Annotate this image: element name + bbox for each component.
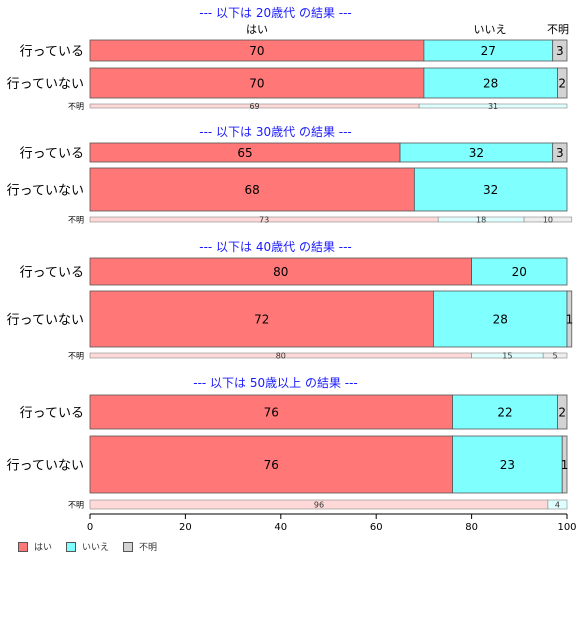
thin-bar-segment-no	[547, 499, 568, 510]
thin-bar-segment-unknown	[542, 352, 568, 359]
bar-segment-unknown	[552, 142, 568, 163]
bar-segment-yes	[89, 167, 415, 212]
bar-value-no: 20	[512, 265, 527, 279]
bar-value-yes: 76	[264, 458, 279, 472]
bar-segment-yes	[89, 394, 453, 430]
bar-value-yes: 68	[245, 183, 260, 197]
row-label-unknown: 不明	[68, 102, 84, 111]
thin-bar-segment-unknown	[523, 216, 573, 223]
bar-segment-yes	[89, 67, 425, 99]
bar-segment-no	[452, 394, 558, 430]
x-tick-label: 60	[370, 522, 383, 533]
row-label: 行っている	[20, 147, 84, 162]
column-header-unknown: 不明	[547, 23, 569, 36]
column-header-no: いいえ	[474, 23, 507, 36]
legend-swatch-unknown	[123, 541, 134, 552]
legend-item-no: いいえ	[66, 540, 109, 553]
bar-segment-no	[471, 257, 568, 286]
row-label: 行っていない	[7, 459, 84, 474]
x-tick-label: 0	[87, 522, 93, 533]
legend-item-unknown: 不明	[123, 540, 157, 553]
legend: はい いいえ 不明	[18, 540, 157, 553]
bar-segment-yes	[89, 435, 453, 494]
thin-bar-value-no: 18	[476, 216, 486, 225]
row-label-unknown: 不明	[68, 352, 84, 361]
thin-bar-value-yes: 80	[276, 352, 286, 361]
bar-value-no: 32	[483, 183, 498, 197]
row-label-unknown: 不明	[68, 501, 84, 510]
thin-bar-segment-no	[418, 103, 568, 109]
thin-bar-value-yes: 69	[249, 102, 259, 111]
bar-value-unknown: 2	[558, 77, 566, 91]
x-tick-label: 80	[465, 522, 478, 533]
group-title: --- 以下は 40歳代 の結果 ---	[199, 240, 352, 254]
bar-value-yes: 80	[273, 265, 288, 279]
x-tick-label: 20	[179, 522, 192, 533]
bar-segment-yes	[89, 290, 434, 348]
thin-bar-value-unknown: 5	[553, 352, 558, 361]
bar-value-yes: 76	[264, 406, 279, 420]
row-label: 行っていない	[7, 313, 84, 328]
group-title: --- 以下は 50歳以上 の結果 ---	[193, 376, 358, 390]
bar-value-unknown: 1	[566, 313, 574, 327]
thin-bar-value-no: 31	[488, 102, 498, 111]
thin-bar-value-yes: 96	[314, 501, 324, 510]
legend-label-yes: はい	[34, 543, 53, 553]
bar-segment-no	[413, 167, 568, 212]
bar-value-unknown: 3	[556, 44, 564, 58]
bar-value-yes: 70	[249, 44, 264, 58]
bar-segment-unknown	[557, 394, 568, 430]
thin-bar-value-yes: 73	[259, 216, 269, 225]
row-label: 行っていない	[7, 184, 84, 199]
column-header-yes: はい	[246, 23, 268, 36]
bar-value-unknown: 1	[561, 458, 569, 472]
x-tick-label: 40	[274, 522, 287, 533]
group-title: --- 以下は 30歳代 の結果 ---	[199, 125, 352, 139]
bar-segment-unknown	[552, 39, 568, 62]
bar-value-yes: 70	[249, 77, 264, 91]
bar-value-yes: 72	[254, 313, 269, 327]
bar-segment-yes	[89, 257, 473, 286]
bar-value-no: 32	[469, 146, 484, 160]
legend-item-yes: はい	[18, 540, 52, 553]
bar-segment-unknown	[566, 290, 573, 348]
bar-value-yes: 65	[237, 146, 252, 160]
legend-swatch-yes	[18, 541, 28, 552]
bar-value-unknown: 3	[556, 146, 564, 160]
legend-label-no: いいえ	[82, 543, 110, 553]
bar-segment-unknown	[557, 67, 568, 99]
thin-bar-value-no: 15	[502, 352, 512, 361]
bar-value-unknown: 2	[558, 406, 566, 420]
bar-segment-no	[423, 67, 558, 99]
bar-segment-no	[452, 435, 563, 494]
bar-value-no: 27	[481, 44, 496, 58]
row-label: 行っている	[20, 266, 84, 281]
row-label-unknown: 不明	[68, 216, 84, 225]
row-label: 行っている	[20, 406, 84, 421]
bar-value-no: 28	[483, 77, 498, 91]
thin-bar-value-no: 4	[555, 501, 560, 510]
legend-swatch-no	[66, 541, 77, 552]
row-label: 行っていない	[7, 77, 84, 92]
bar-value-no: 22	[497, 406, 512, 420]
row-label: 行っている	[20, 45, 84, 60]
thin-bar-value-unknown: 10	[543, 216, 553, 225]
bar-value-no: 28	[493, 313, 508, 327]
bar-segment-unknown	[561, 435, 568, 494]
x-tick-label: 100	[557, 522, 576, 533]
bar-value-no: 23	[500, 458, 515, 472]
bar-segment-no	[433, 290, 568, 348]
group-title: --- 以下は 20歳代 の結果 ---	[199, 6, 352, 20]
legend-label-unknown: 不明	[139, 543, 158, 553]
